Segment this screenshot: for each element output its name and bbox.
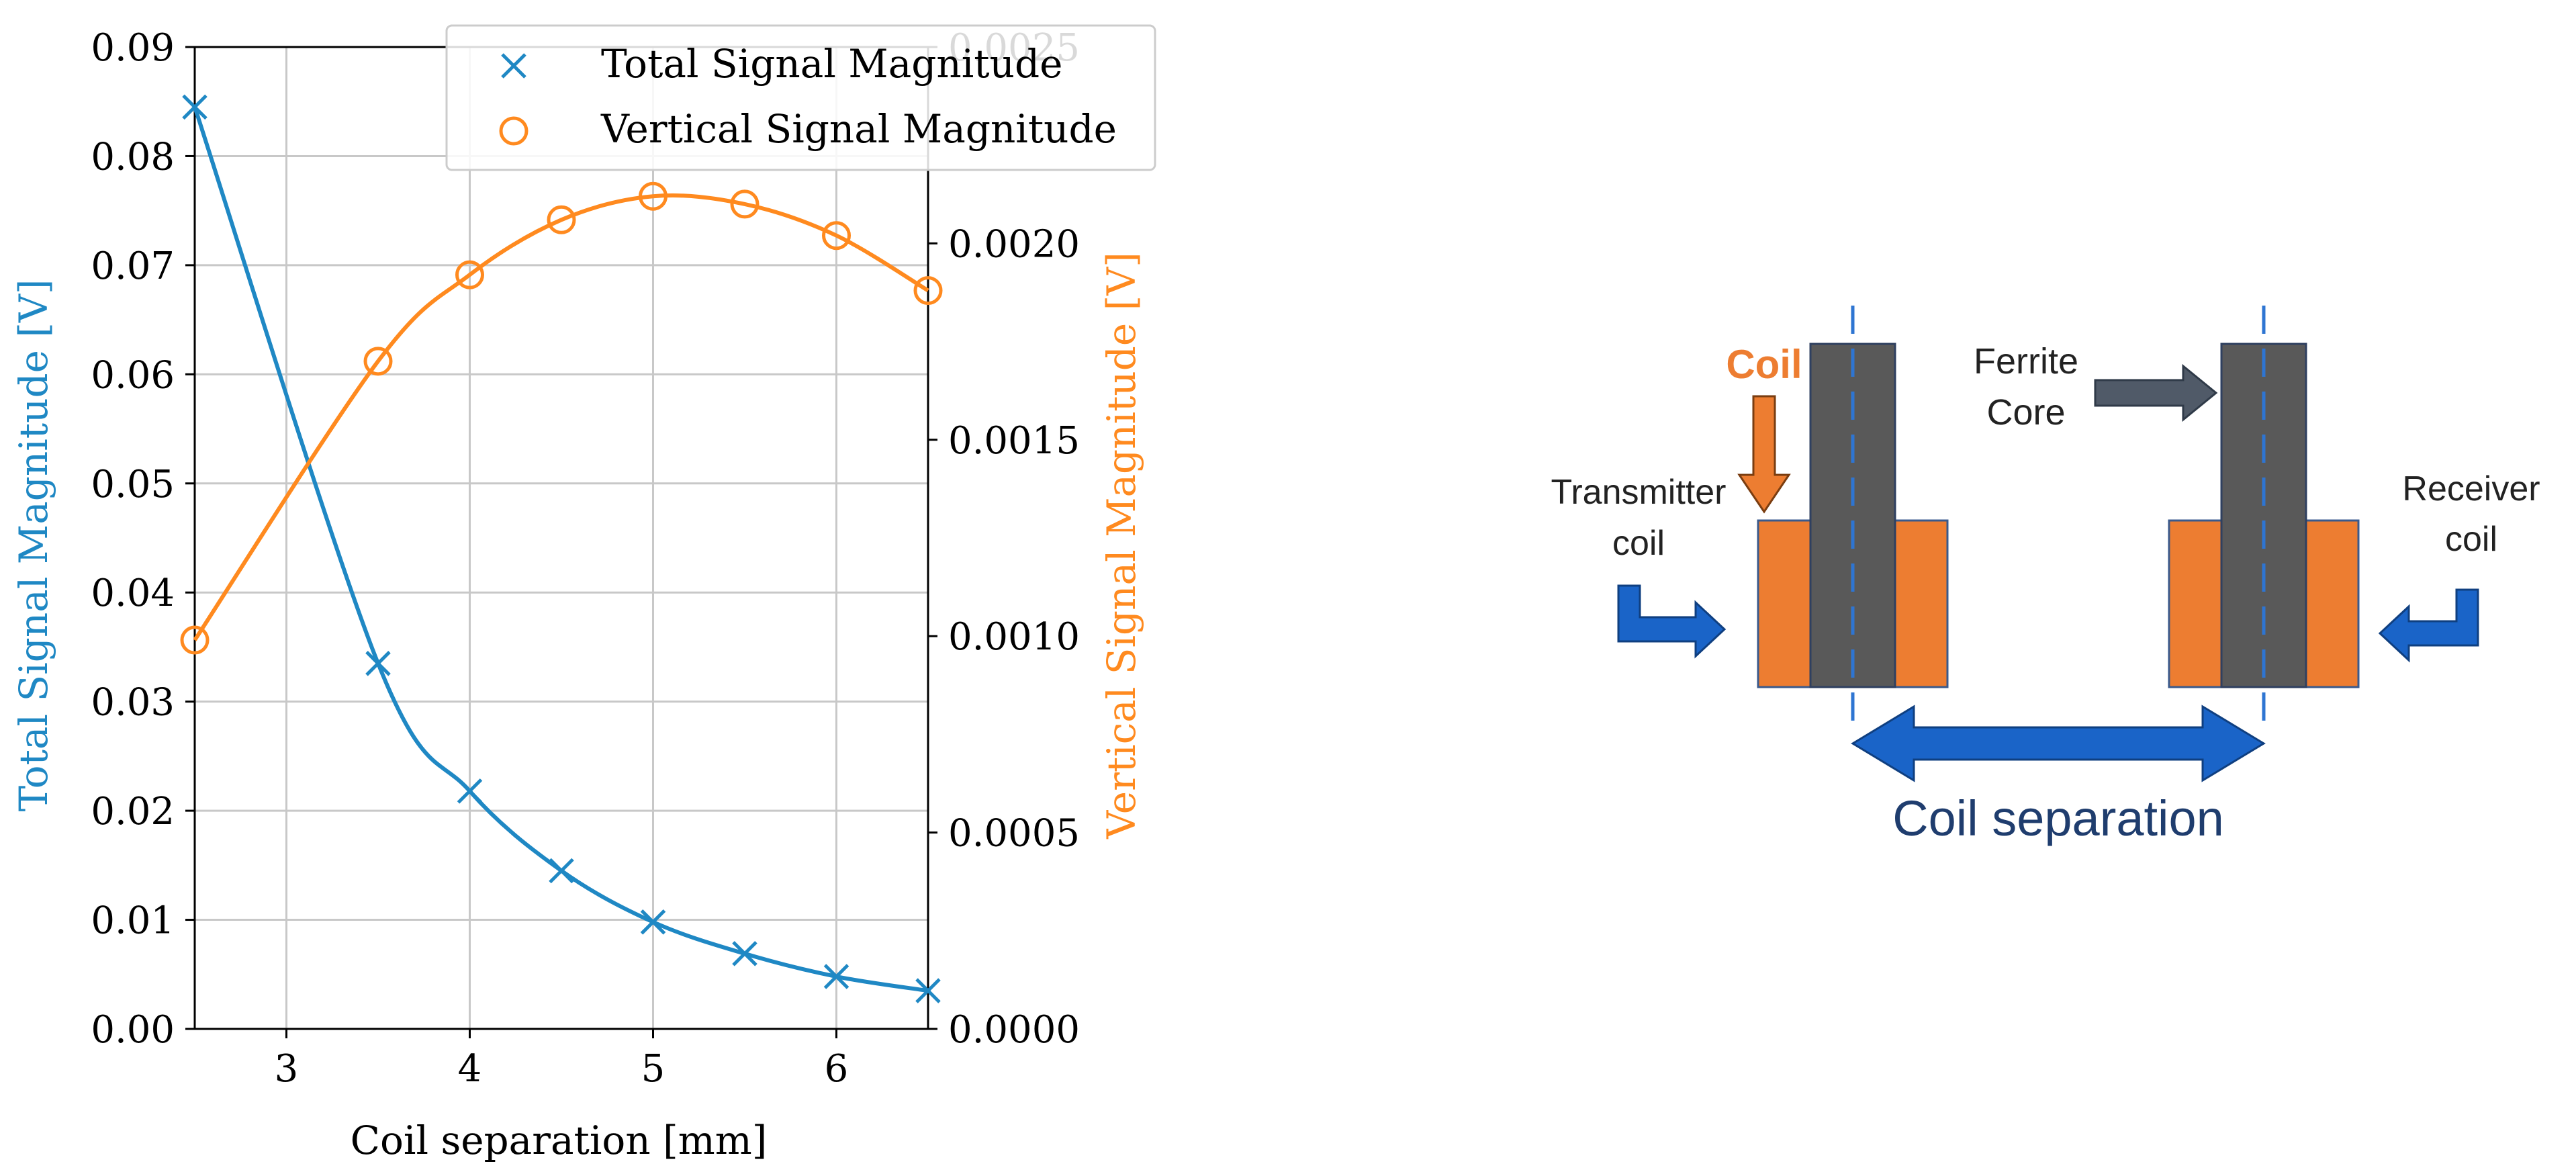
transmitter-label-line2: coil: [1612, 524, 1665, 563]
legend-box: [445, 24, 1156, 171]
y-left-tick-label: 0.09: [91, 26, 175, 70]
x-marker-stroke: [457, 778, 483, 804]
total-signal-point: [365, 651, 391, 676]
total-signal-point: [549, 858, 574, 884]
vertical-signal-point: [730, 189, 760, 219]
x-marker-stroke: [823, 964, 849, 989]
y-left-tick-label: 0.00: [91, 1008, 175, 1052]
total-signal-point: [732, 941, 757, 966]
y-left-tick-label: 0.03: [91, 681, 175, 725]
coil-down-arrow-icon: [1737, 395, 1791, 514]
legend-label-total: Total Signal Magnitude: [601, 41, 1062, 87]
y-right-tick-label: 0.0005: [948, 812, 1080, 856]
plot-frame: [193, 46, 929, 1030]
x-axis-label: Coil separation [mm]: [351, 1118, 768, 1163]
total-signal-line: [193, 106, 929, 993]
x-marker-stroke: [549, 858, 574, 884]
legend: Total Signal Magnitude Vertical Signal M…: [445, 24, 1156, 171]
y-left-tick-label: 0.04: [91, 572, 175, 615]
vertical-signal-point: [639, 181, 668, 211]
receiver-label-line2: coil: [2445, 520, 2497, 559]
vertical-signal-point: [363, 347, 393, 376]
y-axis-right-label: Vertical Signal Magnitude [V]: [1099, 252, 1144, 840]
y-axis-left-label: Total Signal Magnitude [V]: [11, 279, 56, 812]
signal-magnitude-chart: 3 4 5 6 0.00 0.01 0.02 0.03 0.04 0.05 0.06 0.07 0.08…: [11, 24, 1156, 1163]
receiver-bent-arrow-icon: [2378, 588, 2479, 663]
coil-diagram: Coil Ferrite Core Transmitter coil Recei…: [1551, 306, 2540, 846]
ferrite-label-line2: Core: [1986, 392, 2065, 433]
y-left-tick-label: 0.06: [91, 353, 175, 397]
ferrite-right-arrow-icon: [2094, 363, 2218, 422]
vertical-signal-line: [193, 193, 929, 641]
coil-separation-double-arrow-icon: [1851, 705, 2266, 782]
transmitter-coil-left: [1757, 519, 1812, 688]
total-signal-point: [823, 964, 849, 989]
legend-marker-total: [501, 53, 526, 79]
x-marker-stroke: [365, 651, 391, 676]
ferrite-label-line1: Ferrite: [1974, 341, 2078, 381]
y-left-tick-label: 0.05: [91, 463, 175, 506]
total-signal-point: [457, 778, 483, 804]
y-right-tick-label: 0.0010: [948, 615, 1080, 659]
y-right-tick-label: 0.0015: [948, 419, 1080, 463]
total-signal-point: [640, 909, 666, 935]
coil-label: Coil: [1726, 342, 1802, 387]
y-right-tick-label: 0.0020: [948, 222, 1080, 266]
vertical-signal-point: [913, 276, 943, 306]
y-right-tick-label: 0.0000: [948, 1008, 1080, 1052]
y-left-tick-label: 0.02: [91, 790, 175, 833]
x-tick-label: 3: [275, 1047, 299, 1091]
receiver-coil-right: [2305, 519, 2360, 688]
legend-label-vertical: Vertical Signal Magnitude: [600, 106, 1117, 152]
y-left-tick-label: 0.07: [91, 244, 175, 288]
vertical-signal-point: [822, 221, 851, 251]
receiver-label-line1: Receiver: [2402, 469, 2540, 508]
x-marker-stroke: [640, 909, 666, 935]
x-marker-stroke: [182, 94, 208, 120]
vertical-signal-point: [455, 260, 484, 289]
legend-marker-vertical: [499, 116, 528, 146]
y-left-tick-label: 0.01: [91, 899, 175, 943]
x-tick-label: 4: [458, 1047, 482, 1091]
coil-separation-label: Coil separation: [1892, 790, 2224, 846]
total-signal-point: [915, 978, 941, 1003]
total-signal-point: [182, 94, 208, 120]
x-tick-label: 6: [825, 1047, 849, 1091]
vertical-signal-point: [180, 625, 210, 655]
x-marker-stroke: [732, 941, 757, 966]
x-tick-label: 5: [641, 1047, 665, 1091]
y-left-tick-label: 0.08: [91, 135, 175, 179]
transmitter-bent-arrow-icon: [1617, 584, 1727, 659]
vertical-signal-point: [547, 205, 576, 234]
transmitter-coil-right: [1894, 519, 1949, 688]
receiver-coil-left: [2168, 519, 2223, 688]
x-marker-stroke: [915, 978, 941, 1003]
x-marker-stroke: [501, 53, 526, 79]
transmitter-label-line1: Transmitter: [1551, 473, 1727, 512]
